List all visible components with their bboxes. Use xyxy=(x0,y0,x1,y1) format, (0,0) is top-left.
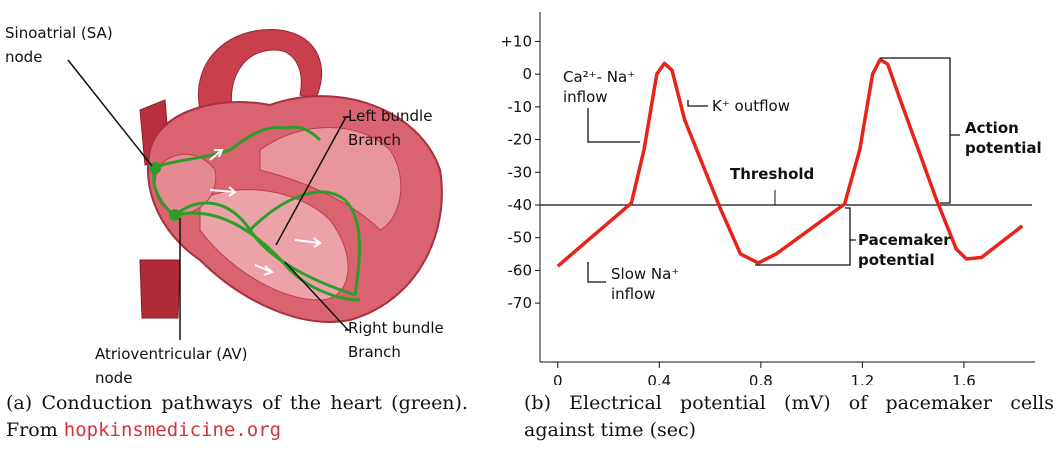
label-leaders xyxy=(67,59,350,340)
annotation: inflow xyxy=(563,88,608,106)
y-tick-label: -30 xyxy=(508,163,533,181)
x-tick-label: 1.6 xyxy=(952,372,976,385)
y-tick-label: +10 xyxy=(500,32,532,50)
annotation: Pacemaker xyxy=(858,231,951,249)
caption-link: hopkinsmedicine.org xyxy=(63,419,282,441)
heart-label: Atrioventricular (AV) xyxy=(95,345,248,363)
annotation: K⁺ outflow xyxy=(712,97,790,115)
x-tick-label: 0 xyxy=(553,372,563,385)
y-tick-label: 0 xyxy=(522,65,532,83)
heart-illustration xyxy=(67,29,443,340)
x-tick-label: 0.4 xyxy=(647,372,671,385)
heart-label: Branch xyxy=(348,131,401,149)
flow-arrows xyxy=(149,149,322,276)
annotation-bracket xyxy=(687,100,708,107)
vena-cava-bottom xyxy=(139,259,181,319)
caption-text: (a) Conduction pathways of the heart (gr… xyxy=(6,392,468,441)
y-tick-label: -40 xyxy=(508,196,533,214)
y-tick-label: -10 xyxy=(508,98,533,116)
heart-label: Right bundle xyxy=(348,319,444,337)
heart-label: node xyxy=(5,48,42,66)
x-tick-label: 1.2 xyxy=(850,372,874,385)
ventricle xyxy=(199,189,349,301)
left-chamber xyxy=(259,127,402,231)
threshold-label: Threshold xyxy=(730,165,814,183)
annotation-bracket xyxy=(587,108,640,143)
annotation-bracket xyxy=(755,207,856,266)
x-tick-label: 0.8 xyxy=(749,372,773,385)
annotation-bracket xyxy=(587,262,606,283)
annotation: Slow Na⁺ xyxy=(611,265,679,283)
annotation: Action xyxy=(965,119,1019,137)
annotation: potential xyxy=(965,139,1042,157)
figure: Sinoatrial (SA) node Left bundle Branch Atri… xyxy=(5,12,1042,385)
y-tick-label: -20 xyxy=(508,131,533,149)
caption-b: (b) Electrical potential (mV) of pacemak… xyxy=(524,392,1054,441)
y-tick-label: -60 xyxy=(508,261,533,279)
heart-label: node xyxy=(95,369,132,385)
y-tick-label: -50 xyxy=(508,229,533,247)
data-line xyxy=(556,57,1024,268)
annotation: Ca²⁺- Na⁺ xyxy=(563,68,635,86)
heart-label: Branch xyxy=(348,343,401,361)
annotation: inflow xyxy=(611,285,656,303)
heart-label: Left bundle xyxy=(348,107,432,125)
av-node xyxy=(169,209,181,221)
heart-labels: Sinoatrial (SA) node Left bundle Branch Atri… xyxy=(5,24,444,385)
heart-label: Sinoatrial (SA) xyxy=(5,24,113,42)
y-tick-label: -70 xyxy=(508,294,533,312)
annotation: potential xyxy=(858,251,935,269)
chart: +10 0 -10 -20 -30 -40 -50 -60 -70 0 0.4 0.8 1.2 1.6 Th… xyxy=(500,12,1042,385)
caption-a: (a) Conduction pathways of the heart (gr… xyxy=(6,390,468,444)
annotation-bracket xyxy=(880,57,960,204)
